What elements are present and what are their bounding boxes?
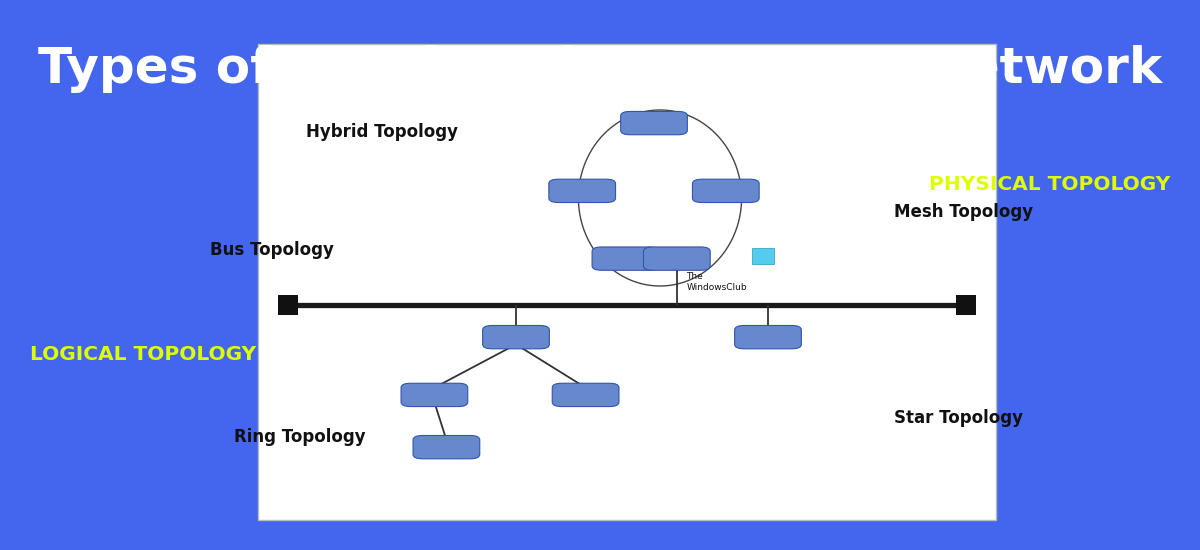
FancyBboxPatch shape <box>956 295 976 315</box>
FancyBboxPatch shape <box>620 112 688 135</box>
FancyBboxPatch shape <box>482 326 550 349</box>
FancyBboxPatch shape <box>592 247 659 270</box>
FancyBboxPatch shape <box>643 247 710 270</box>
FancyBboxPatch shape <box>734 326 802 349</box>
FancyBboxPatch shape <box>752 248 774 264</box>
Text: Star Topology: Star Topology <box>894 409 1022 427</box>
FancyBboxPatch shape <box>258 44 996 520</box>
FancyBboxPatch shape <box>552 383 619 406</box>
Text: The
WindowsClub: The WindowsClub <box>686 272 748 292</box>
FancyBboxPatch shape <box>413 436 480 459</box>
FancyBboxPatch shape <box>548 179 616 202</box>
Text: Types of Topology in Computer Network: Types of Topology in Computer Network <box>38 45 1162 93</box>
Text: Hybrid Topology: Hybrid Topology <box>306 123 458 141</box>
FancyBboxPatch shape <box>692 179 760 202</box>
Text: Ring Topology: Ring Topology <box>234 428 366 446</box>
Text: Bus Topology: Bus Topology <box>210 241 334 259</box>
Text: Mesh Topology: Mesh Topology <box>894 203 1033 221</box>
FancyBboxPatch shape <box>401 383 468 406</box>
Text: LOGICAL TOPOLOGY: LOGICAL TOPOLOGY <box>30 345 256 364</box>
Text: PHYSICAL TOPOLOGY: PHYSICAL TOPOLOGY <box>929 175 1170 194</box>
FancyBboxPatch shape <box>278 295 298 315</box>
